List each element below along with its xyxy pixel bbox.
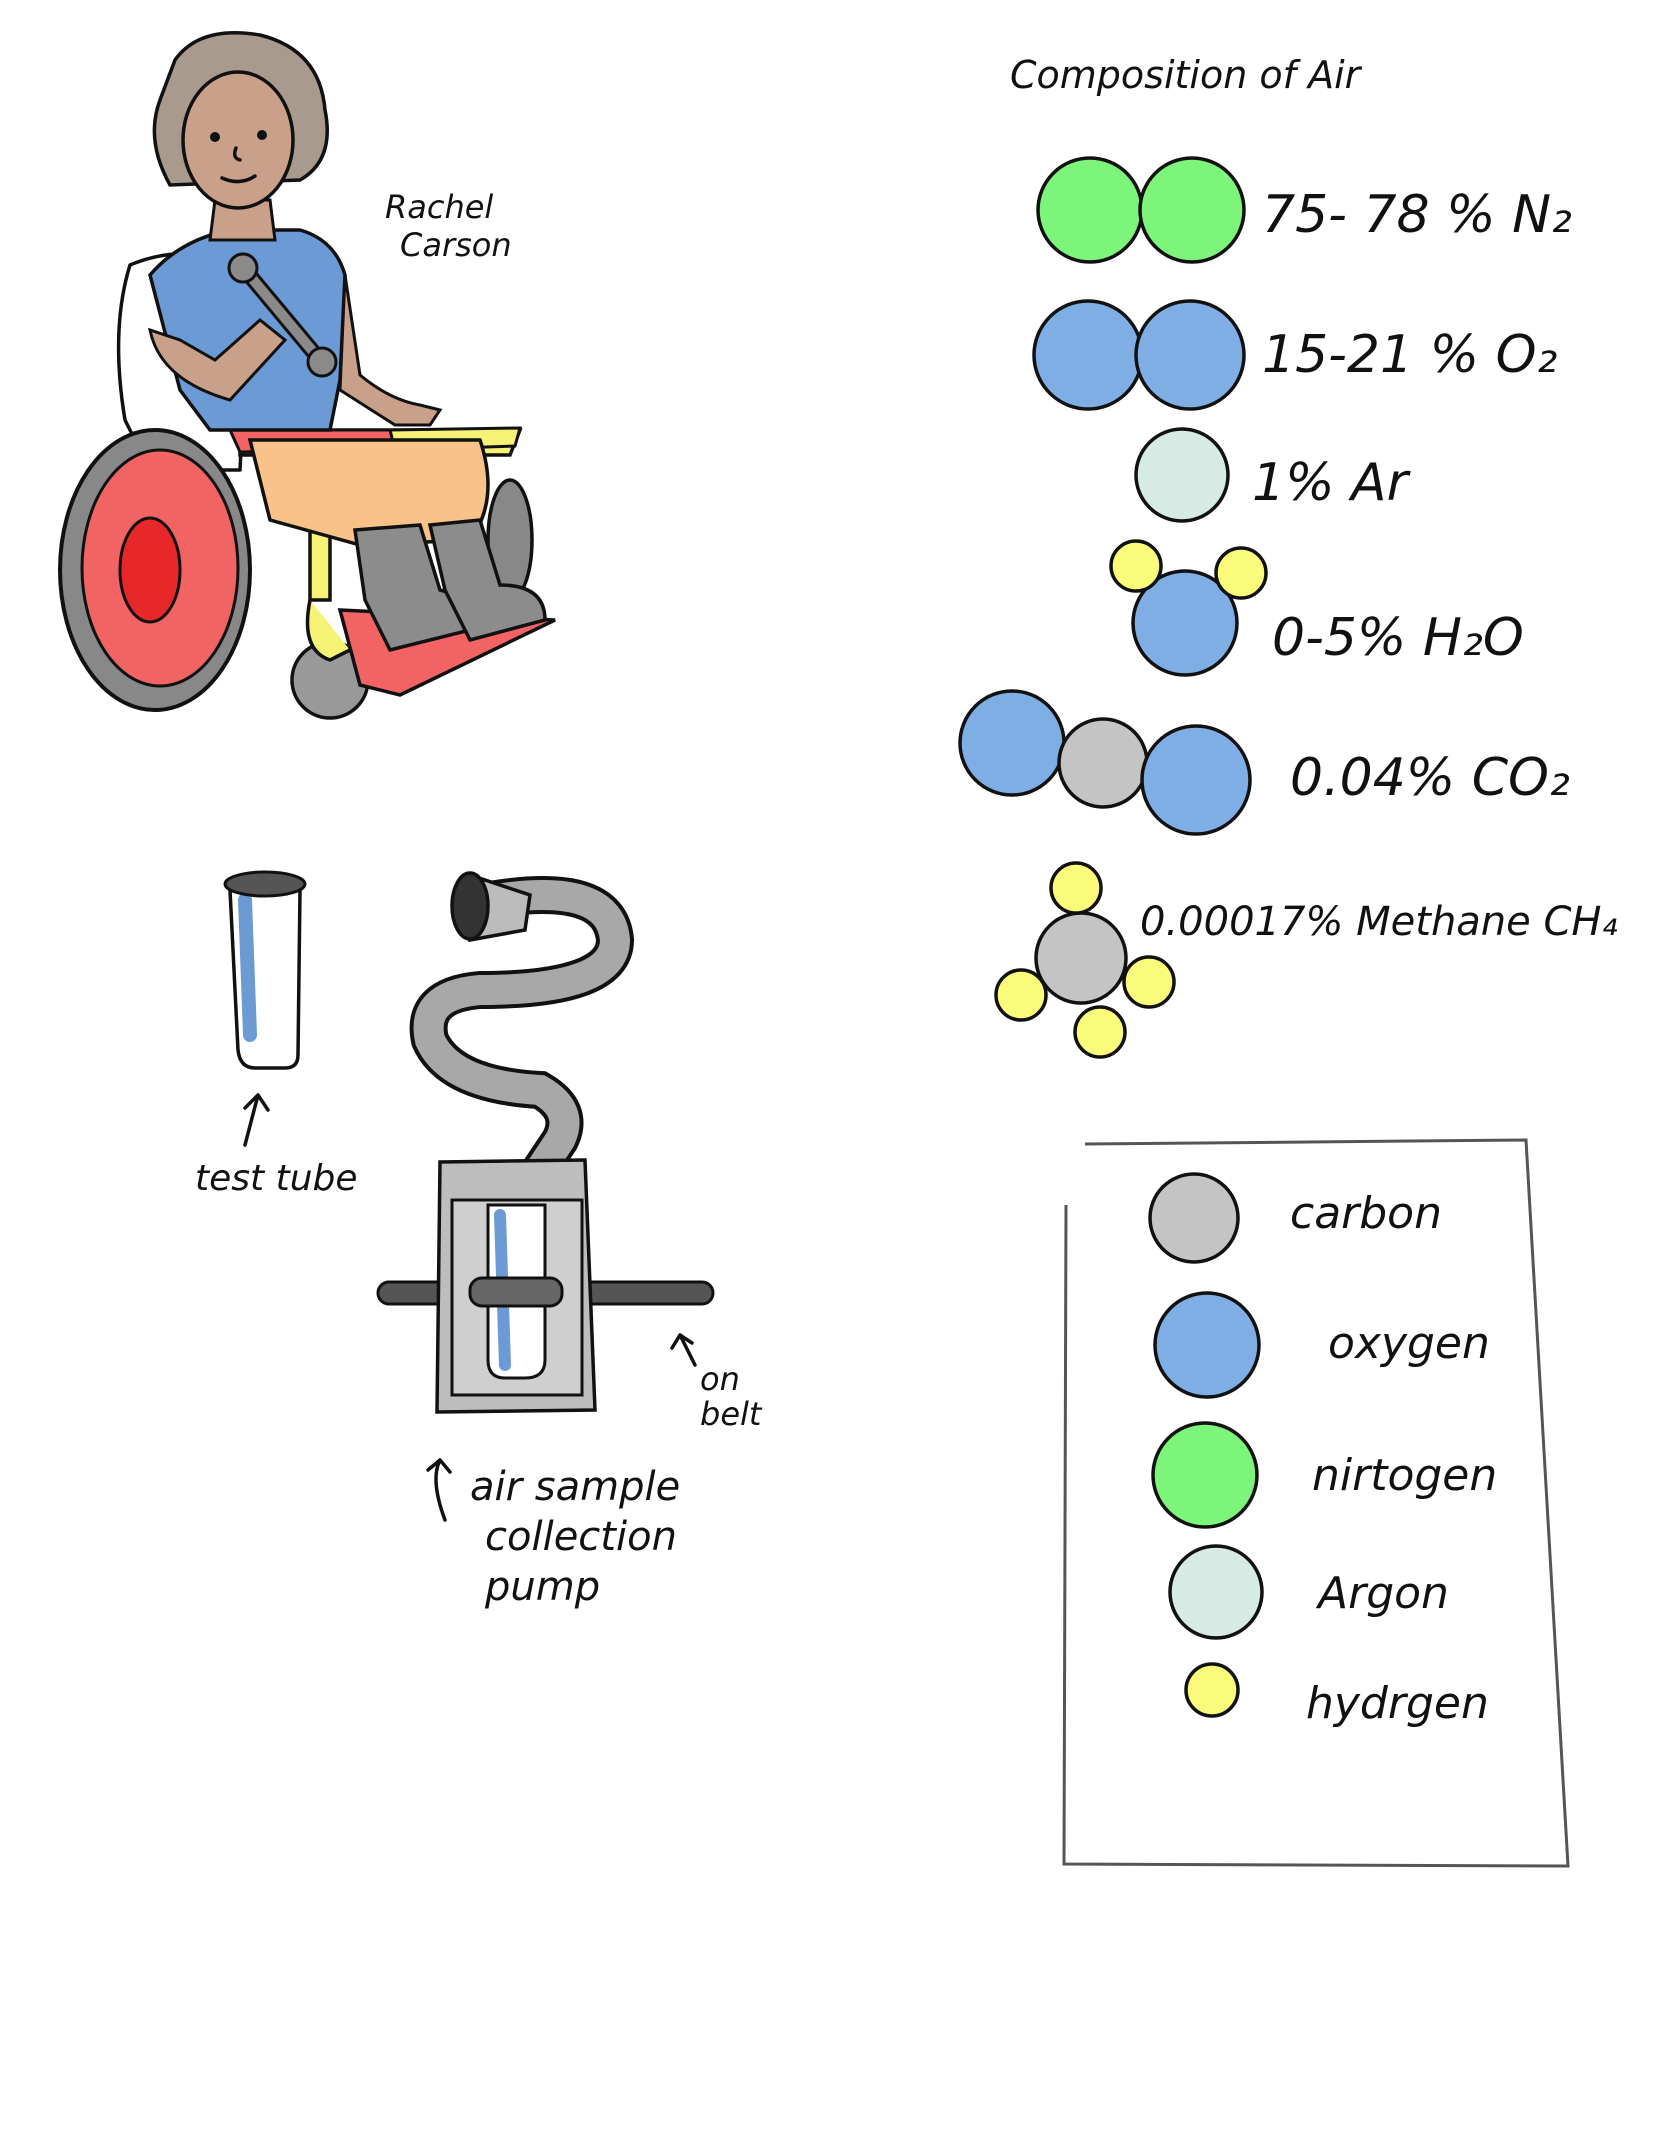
mouth (220, 174, 257, 184)
atom-hydrogen (1109, 539, 1163, 593)
legend-label: carbon (1290, 1188, 1442, 1239)
person-illustration: Rachel Carson (58, 31, 556, 720)
legend-label: oxygen (1328, 1318, 1490, 1369)
person-name-line1: Rachel (385, 188, 493, 226)
legend-atom-hydrogen (1184, 1662, 1240, 1718)
on-belt-label-line1: on (700, 1360, 740, 1398)
boot-right (427, 518, 547, 643)
molecule-nitrogen (1036, 156, 1246, 264)
composition-panel: Composition of Air 75- 78 % N₂ 15-21 % O… (958, 53, 1618, 1059)
legend-atom-nitrogen (1151, 1421, 1259, 1529)
legend-atom-argon (1168, 1544, 1264, 1640)
atom-oxygen (1134, 299, 1246, 411)
pump-label-line2: collection (485, 1514, 677, 1560)
atom-hydrogen (1214, 546, 1268, 600)
legend-label: hydrgen (1306, 1678, 1489, 1729)
atom-hydrogen (1122, 955, 1176, 1009)
atom-legend: carbon oxygen nirtogen Argon hydrgen (1062, 1138, 1570, 1868)
pump-hose (409, 876, 635, 1219)
composition-row-text: 0-5% H₂O (1272, 608, 1524, 668)
pump-label-line1: air sample (470, 1464, 680, 1510)
composition-row-text: 15-21 % O₂ (1262, 325, 1557, 385)
molecule-carbon-dioxide (958, 689, 1252, 836)
atom-carbon (1057, 717, 1149, 809)
composition-title: Composition of Air (1010, 53, 1363, 97)
arrow-to-test-tube (243, 1093, 270, 1147)
molecule-methane (994, 861, 1176, 1059)
legend-label: Argon (1315, 1568, 1449, 1619)
pump-clamp (468, 1276, 564, 1308)
arrow-to-belt (670, 1333, 697, 1367)
person-head (152, 31, 329, 210)
atom-carbon (1034, 911, 1128, 1005)
atom-hydrogen (994, 968, 1048, 1022)
person-arm-left (148, 318, 288, 402)
molecule-oxygen (1032, 299, 1246, 411)
atom-nitrogen (1138, 156, 1246, 264)
eye-left (210, 132, 220, 142)
test-tube-illustration: test tube (195, 870, 358, 1199)
atom-hydrogen (1049, 861, 1103, 915)
test-tube-cap (223, 870, 307, 898)
wrench-icon (227, 252, 338, 378)
pump-label-line3: pump (484, 1564, 600, 1610)
composition-row-text: 0.00017% Methane CH₄ (1140, 899, 1618, 945)
air-pump-illustration: on belt air sample collection pump (376, 871, 763, 1610)
molecule-water (1109, 539, 1268, 677)
arrow-to-pump (426, 1458, 452, 1522)
legend-frame (1062, 1138, 1570, 1868)
frame-leg (305, 599, 351, 662)
atom-oxygen (1140, 724, 1252, 836)
atom-nitrogen (1036, 156, 1144, 264)
composition-row-text: 0.04% CO₂ (1290, 748, 1570, 808)
atom-oxygen (1032, 299, 1144, 411)
composition-row-text: 1% Ar (1252, 453, 1412, 513)
composition-row-text: 75- 78 % N₂ (1262, 185, 1572, 245)
big-wheel (58, 428, 252, 712)
atom-hydrogen (1073, 1005, 1127, 1059)
atom-oxygen (958, 689, 1066, 797)
legend-atom-oxygen (1153, 1291, 1261, 1399)
molecule-argon (1134, 427, 1230, 523)
legend-label: nirtogen (1312, 1450, 1497, 1501)
person-arm-right (338, 274, 443, 427)
person-name-line2: Carson (400, 226, 512, 264)
legend-atom-carbon (1148, 1172, 1240, 1264)
eye-right (257, 130, 267, 140)
atom-oxygen (1131, 569, 1239, 677)
on-belt-label-line2: belt (700, 1395, 763, 1433)
atom-argon (1134, 427, 1230, 523)
test-tube-label: test tube (195, 1158, 358, 1199)
